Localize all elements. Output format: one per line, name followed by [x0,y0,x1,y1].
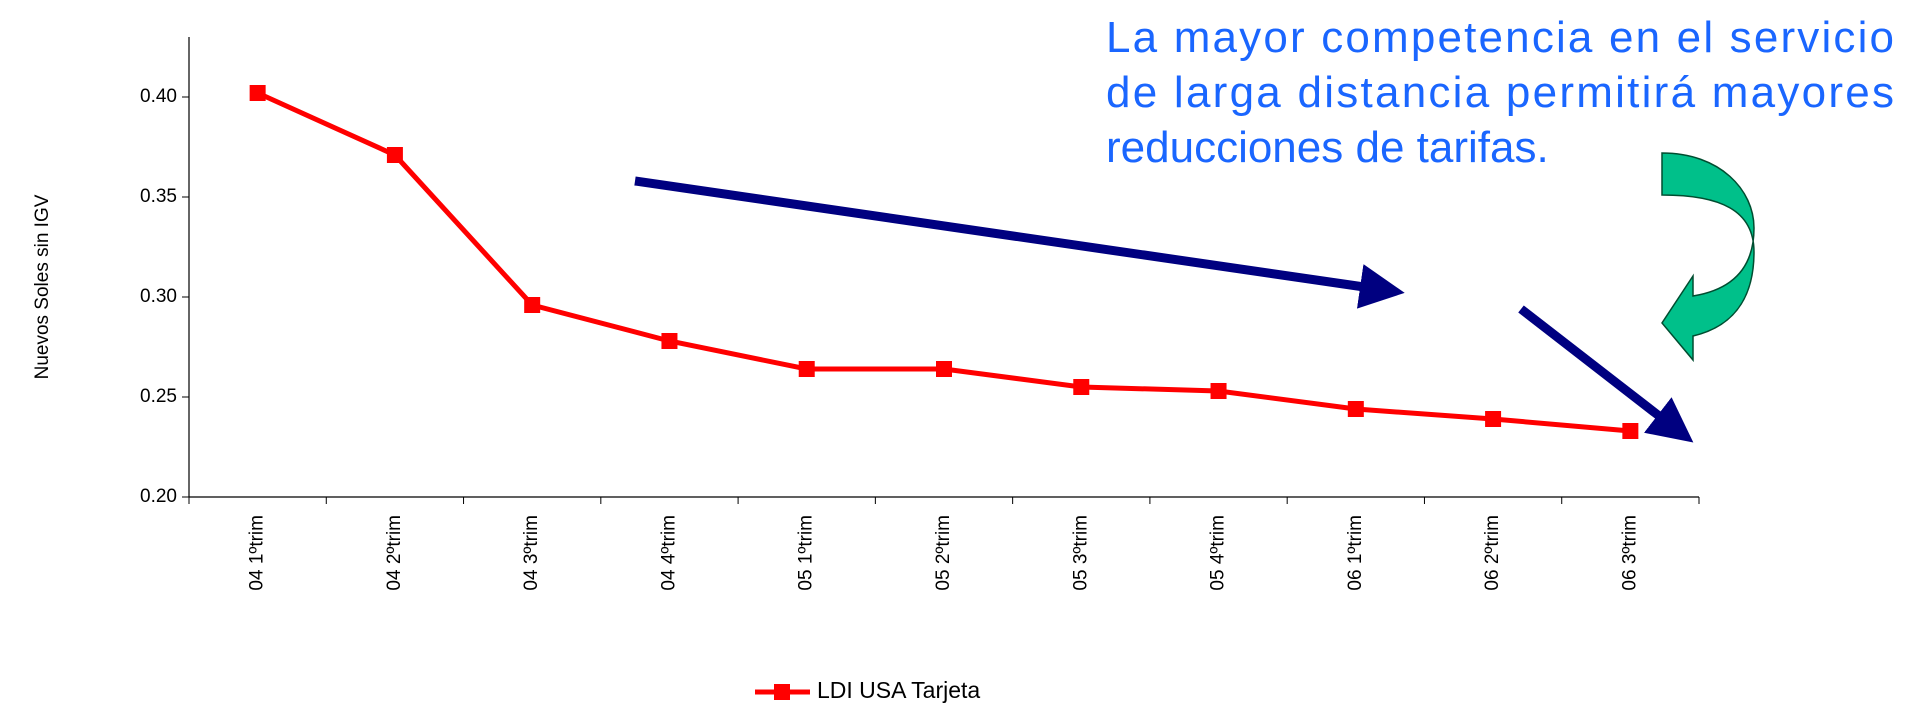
x-tick-label: 04 3ºtrim [521,515,542,591]
point [798,361,815,377]
point [936,361,952,377]
x-tick-label: 05 3ºtrim [1070,515,1091,591]
point [1622,423,1639,439]
x-tick-label: 04 1ºtrim [247,515,268,591]
x-tick-label: 06 1ºtrim [1345,515,1366,591]
point [1347,401,1364,417]
point [1073,379,1090,395]
curved-arrow [1661,152,1755,363]
y-tick-label: 0.35 [140,186,177,207]
point [386,147,403,163]
x-tick-label: 05 1ºtrim [796,515,817,591]
y-tick-label: 0.40 [140,86,177,107]
x-tick-label: 04 4ºtrim [658,515,679,591]
legend-label: LDI USA Tarjeta [817,677,980,703]
point [524,297,541,313]
legend-marker [774,684,790,700]
y-axis-label: Nuevos Soles sin IGV [32,194,53,379]
x-tick-label: 06 3ºtrim [1619,515,1640,591]
annotation: de larga distancia permitirá mayores [1106,68,1894,117]
annotation: reducciones de tarifas. [1106,123,1549,172]
point [1210,383,1227,399]
point [661,333,678,349]
trend-arrow [634,176,1405,309]
trend-arrow [1518,305,1694,443]
point [1485,411,1502,427]
point [249,85,266,101]
y-tick-label: 0.25 [140,386,177,407]
x-tick-label: 04 2ºtrim [384,515,405,591]
x-tick-label: 06 2ºtrim [1482,515,1503,591]
x-tick-label: 05 2ºtrim [933,515,954,591]
y-tick-label: 0.30 [140,286,177,307]
y-tick-label: 0.20 [140,486,177,507]
annotation: La mayor competencia en el servicio [1106,13,1894,62]
x-tick-label: 05 4ºtrim [1208,515,1229,591]
